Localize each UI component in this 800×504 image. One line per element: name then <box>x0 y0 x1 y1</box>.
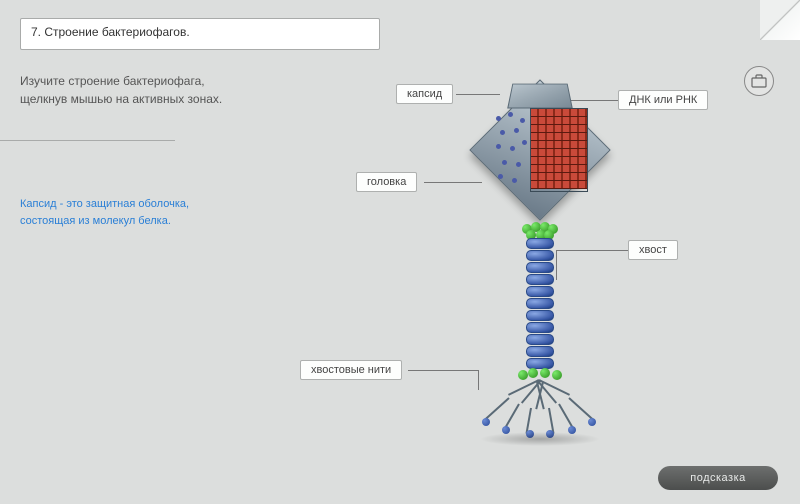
label-dna-rna[interactable]: ДНК или РНК <box>618 90 708 110</box>
label-tail-fibers[interactable]: хвостовые нити <box>300 360 402 380</box>
instruction-text: Изучите строение бактериофага, щелкнув м… <box>20 72 240 108</box>
page-corner-fold <box>760 0 800 40</box>
page-title: 7. Строение бактериофагов. <box>31 25 190 39</box>
label-head[interactable]: головка <box>356 172 417 192</box>
head-top <box>507 84 573 109</box>
label-dna-rna-text: ДНК или РНК <box>629 94 697 106</box>
bacteriophage-diagram: капсид ДНК или РНК головка хвост хвостов… <box>300 60 760 460</box>
label-capsid-text: капсид <box>407 88 442 100</box>
label-tail-text: хвост <box>639 244 667 256</box>
phage-shadow <box>480 432 600 446</box>
label-capsid[interactable]: капсид <box>396 84 453 104</box>
separator-line <box>0 140 175 141</box>
phage-illustration <box>470 80 610 440</box>
phage-collar[interactable] <box>522 222 558 238</box>
capsomer-dots <box>494 110 528 190</box>
label-tail-fibers-text: хвостовые нити <box>311 364 391 376</box>
info-description: Капсид - это защитная оболочка, состояща… <box>20 196 220 229</box>
leader-fibers-h <box>408 370 478 371</box>
label-head-text: головка <box>367 176 406 188</box>
hint-button-label: подсказка <box>690 472 746 484</box>
title-box: 7. Строение бактериофагов. <box>20 18 380 50</box>
label-tail[interactable]: хвост <box>628 240 678 260</box>
hint-button[interactable]: подсказка <box>658 466 778 490</box>
head-cutaway <box>530 108 588 192</box>
phage-tail[interactable] <box>526 238 554 368</box>
phage-head[interactable] <box>480 80 600 220</box>
